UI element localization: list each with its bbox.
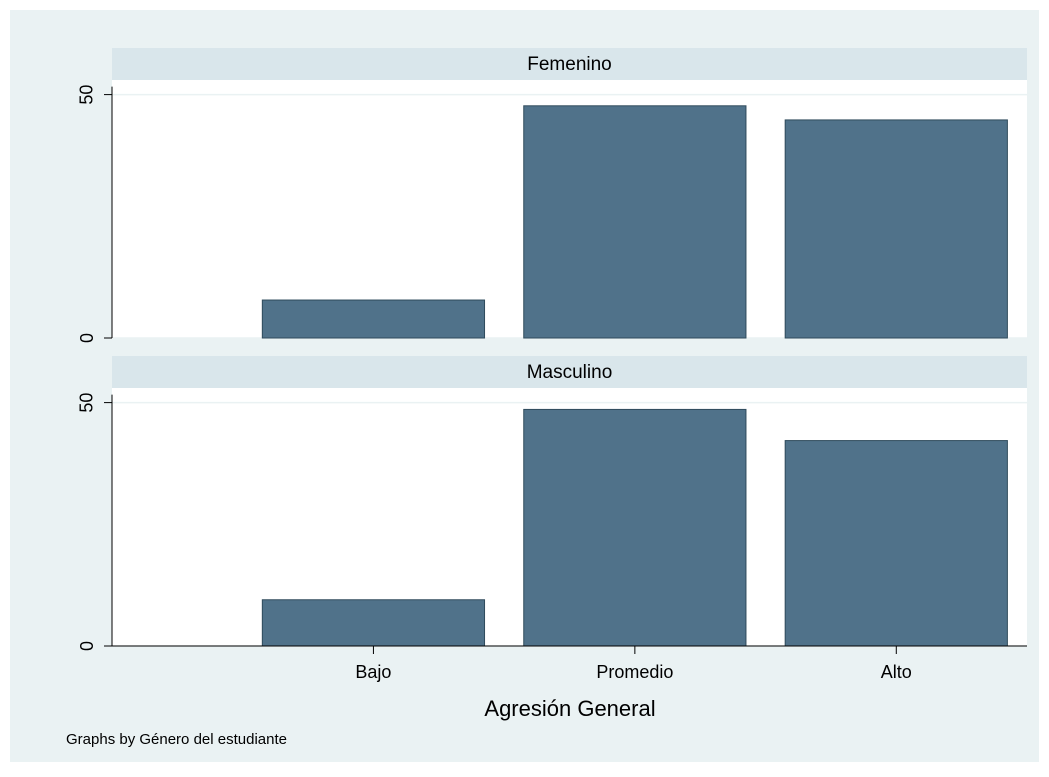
x-tick-label: Promedio [596,662,673,682]
bar [523,105,747,339]
y-tick-label: 0 [77,641,97,651]
panel-title: Masculino [527,362,613,383]
y-tick-label: 50 [77,85,97,105]
y-tick-label: 0 [77,333,97,343]
y-tick-label: 50 [77,393,97,413]
strip [112,356,1027,388]
strip [112,48,1027,80]
bar [261,599,486,647]
x-tick-label: Alto [881,662,912,682]
panel-title: Femenino [527,54,612,75]
bar [784,119,1008,339]
bar [261,299,486,339]
x-tick-label: Bajo [355,662,391,682]
note: Graphs by Género del estudiante [66,731,287,748]
bar [784,440,1008,647]
x-axis-label: Agresión General [484,696,655,721]
bar [523,408,747,647]
